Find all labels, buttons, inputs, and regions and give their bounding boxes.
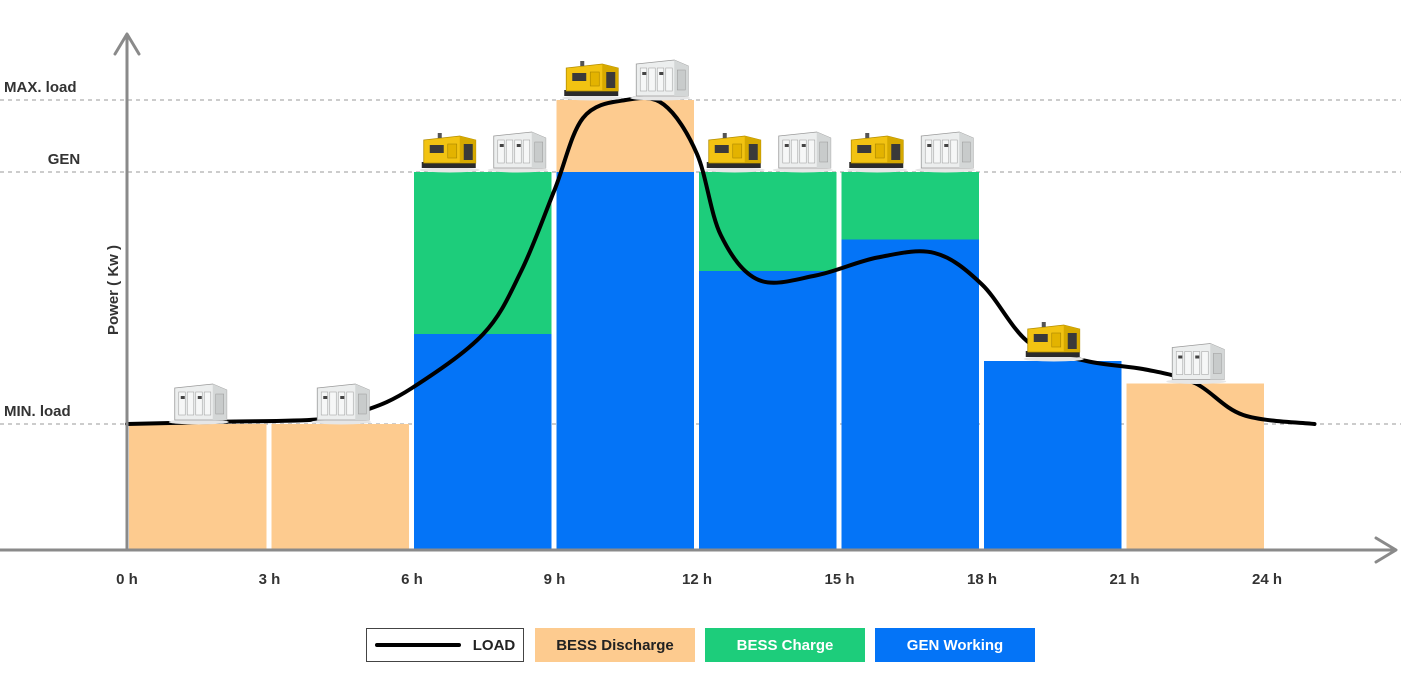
ref-label-2: MIN. load (4, 403, 71, 420)
bar-7-bess-unit-icon-0 (1166, 343, 1227, 384)
bar-5-gen (841, 239, 979, 550)
bar-3-gen (556, 172, 694, 550)
bar-2-generator-icon-0 (419, 133, 480, 173)
legend-load: LOAD (366, 628, 524, 662)
bar-4-generator-icon-0 (704, 133, 765, 173)
bar-7-discharge (1126, 383, 1264, 550)
ref-label-1: GEN (48, 151, 81, 168)
legend-bess-charge-label: BESS Charge (736, 636, 834, 654)
x-tick-label-7: 21 h (1109, 571, 1139, 588)
bar-4-charge (699, 172, 837, 271)
x-tick-label-4: 12 h (682, 571, 712, 588)
y-axis-arrow (113, 32, 141, 56)
bar-6-gen (984, 361, 1122, 550)
bar-5-generator-icon-0 (847, 133, 908, 173)
x-tick-label-5: 15 h (824, 571, 854, 588)
bar-0-bess-unit-icon-0 (168, 383, 229, 425)
legend-gen-working: GEN Working (875, 628, 1035, 662)
bar-5-bess-unit-icon-1 (915, 131, 976, 173)
bar-3-generator-icon-0 (562, 61, 623, 101)
x-tick-label-8: 24 h (1252, 571, 1282, 588)
ref-label-0: MAX. load (4, 79, 77, 96)
x-tick-label-2: 6 h (401, 571, 423, 588)
legend-load-label: LOAD (472, 636, 516, 654)
legend-gen-working-label: GEN Working (906, 636, 1004, 654)
bar-1-discharge (271, 424, 409, 550)
y-axis-label: Power ( Kw ) (105, 245, 122, 335)
bar-3-bess-unit-icon-1 (630, 59, 691, 101)
bar-4-bess-unit-icon-1 (772, 131, 833, 173)
legend-bess-discharge: BESS Discharge (535, 628, 695, 662)
bar-2-bess-unit-icon-1 (487, 131, 548, 173)
x-tick-label-0: 0 h (116, 571, 138, 588)
bar-6-generator-icon-0 (1023, 322, 1084, 362)
x-tick-label-1: 3 h (259, 571, 281, 588)
x-tick-label-3: 9 h (544, 571, 566, 588)
bar-4-gen (699, 271, 837, 550)
x-axis-arrow (1374, 536, 1398, 564)
legend-bess-discharge-label: BESS Discharge (556, 636, 674, 654)
bar-1-bess-unit-icon-0 (311, 383, 372, 425)
legend-load-swatch (374, 643, 461, 647)
load-curve (125, 96, 1317, 426)
legend-bess-charge: BESS Charge (705, 628, 865, 662)
x-tick-label-6: 18 h (967, 571, 997, 588)
bar-5-charge (841, 172, 979, 240)
bar-0-discharge (129, 424, 267, 550)
bar-2-gen (414, 334, 552, 550)
